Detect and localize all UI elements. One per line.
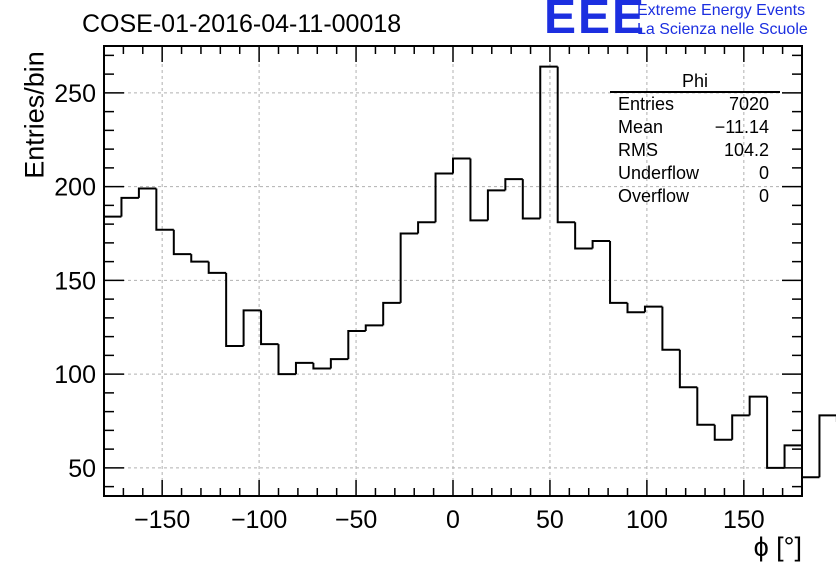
histogram-bin xyxy=(434,172,453,223)
histogram-bin xyxy=(643,305,663,313)
x-tick-label: −150 xyxy=(134,506,190,534)
stats-label: Entries xyxy=(618,94,675,114)
stats-label: Underflow xyxy=(618,163,700,183)
histogram-bin xyxy=(399,232,419,303)
histogram-bin xyxy=(155,188,174,231)
x-tick-label: 0 xyxy=(446,506,460,534)
x-tick-label: −50 xyxy=(335,506,377,534)
stats-label: Mean xyxy=(618,117,664,137)
histogram-bin xyxy=(137,187,157,198)
histogram-bin xyxy=(748,395,768,416)
stats-title: Phi xyxy=(610,71,780,93)
x-tick-label: 50 xyxy=(536,506,564,534)
histogram-bin xyxy=(504,178,523,191)
histogram-bin xyxy=(120,196,139,217)
chart-title: COSE-01-2016-04-11-00018 xyxy=(82,10,402,38)
histogram-bin xyxy=(801,445,820,479)
histogram-bin xyxy=(260,310,279,346)
histogram-bin xyxy=(591,240,611,249)
histogram-bin xyxy=(609,241,628,304)
histogram-bin xyxy=(225,272,244,347)
x-tick-label: 100 xyxy=(626,506,668,534)
stats-value: 0 xyxy=(758,186,769,206)
eee-logo: EEE xyxy=(544,0,647,44)
stats-value: 104.2 xyxy=(723,140,769,160)
histogram-bin xyxy=(364,324,384,331)
plot-frame xyxy=(103,45,803,497)
histogram-bin xyxy=(347,330,366,360)
histogram-bin xyxy=(539,65,558,219)
histogram-bin xyxy=(312,362,331,370)
histogram-bin xyxy=(521,179,541,220)
histogram-bin xyxy=(486,189,506,221)
histogram-bin xyxy=(469,158,488,222)
histogram-bin xyxy=(172,229,192,256)
histogram-bin xyxy=(417,221,436,234)
histogram-bin xyxy=(574,222,593,250)
logo-caption: Extreme Energy Events La Scienza nelle S… xyxy=(637,1,808,39)
histogram-bin xyxy=(556,66,576,224)
stats-box: Phi Entries 7020 Mean −11.14 RMS 104.2 U… xyxy=(610,71,780,208)
histogram-bin xyxy=(731,414,750,440)
histogram-bin xyxy=(661,306,680,351)
x-axis-label: ϕ [°] xyxy=(753,532,802,562)
histogram-bin xyxy=(713,424,733,441)
y-tick-label: 250 xyxy=(54,80,96,108)
y-tick-label: 200 xyxy=(54,174,96,202)
x-tick-label: 150 xyxy=(723,506,765,534)
stats-value: 0 xyxy=(758,163,769,183)
histogram-bin xyxy=(452,157,471,174)
histogram-bin xyxy=(382,301,401,326)
stats-value: 7020 xyxy=(728,94,769,114)
histogram-bin xyxy=(766,396,785,469)
histogram-bin xyxy=(207,261,227,274)
y-axis-label: Entries/bin xyxy=(19,51,50,179)
y-tick-label: 50 xyxy=(68,455,96,483)
stats-row-overflow: Overflow 0 xyxy=(610,185,780,208)
logo-line-1: Extreme Energy Events xyxy=(637,2,806,19)
stats-row-rms: RMS 104.2 xyxy=(610,139,780,162)
x-tick-label: −100 xyxy=(231,506,287,534)
histogram-bin xyxy=(818,414,836,478)
histogram-bin xyxy=(626,302,645,314)
histogram-bin xyxy=(190,254,209,263)
stats-label: RMS xyxy=(618,140,658,160)
stats-value: −11.14 xyxy=(714,117,769,137)
stats-row-underflow: Underflow 0 xyxy=(610,162,780,185)
histogram-bin xyxy=(678,349,698,389)
y-tick-label: 100 xyxy=(54,361,96,389)
logo-line-2: La Scienza nelle Scuole xyxy=(637,21,808,38)
stats-row-mean: Mean −11.14 xyxy=(610,116,780,139)
y-tick-label: 150 xyxy=(54,267,96,295)
histogram-bin xyxy=(329,358,349,369)
stats-label: Overflow xyxy=(618,186,690,206)
histogram-bin xyxy=(277,344,296,376)
histogram-bin xyxy=(696,387,715,426)
histogram-bin xyxy=(294,361,314,375)
histogram-bin xyxy=(242,309,262,346)
stats-row-entries: Entries 7020 xyxy=(610,93,780,116)
histogram-bin xyxy=(783,444,802,468)
